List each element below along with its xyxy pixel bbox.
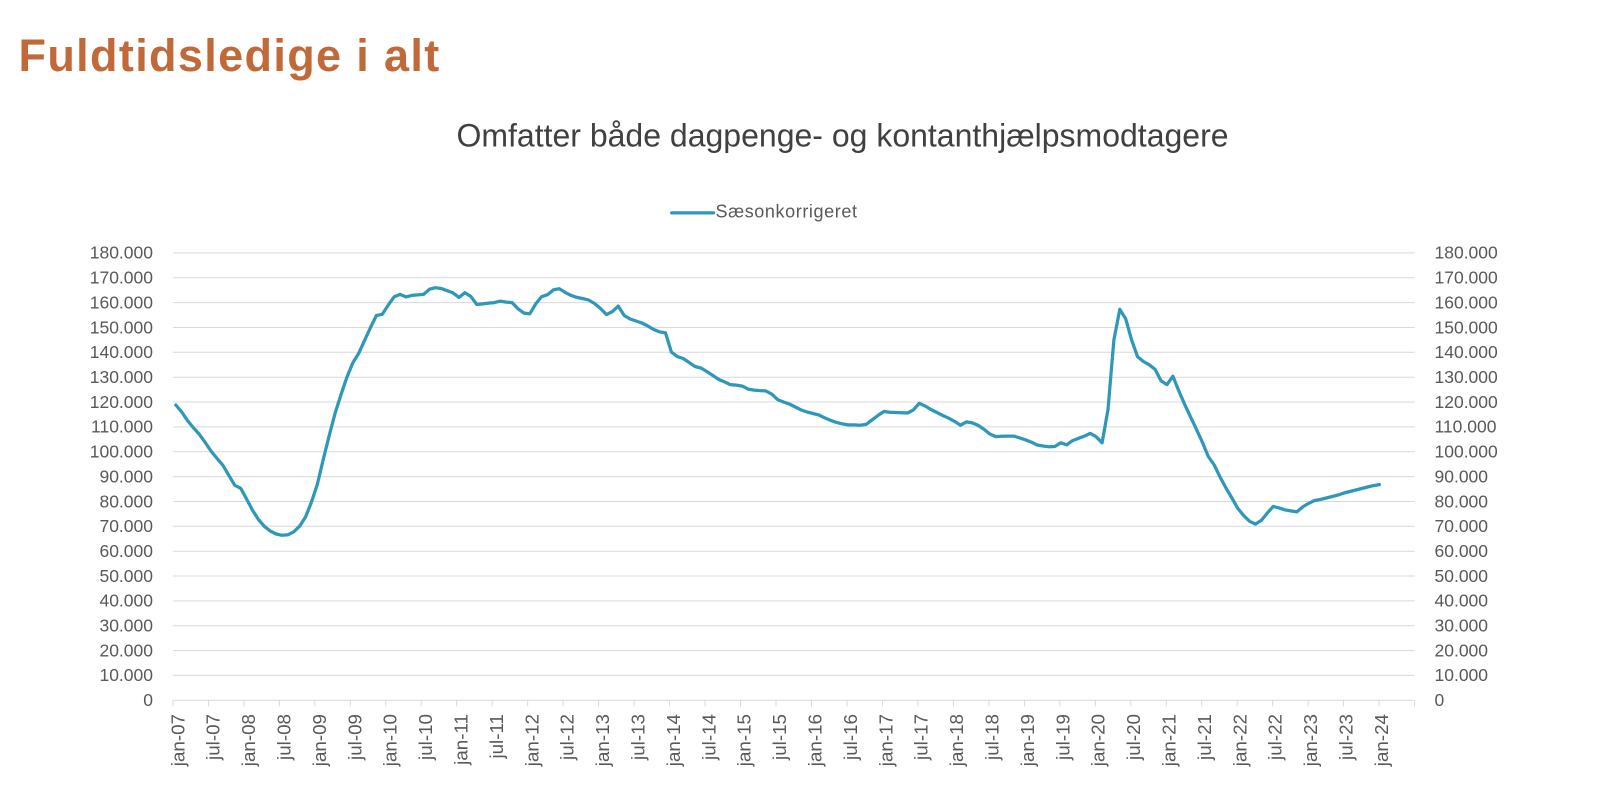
svg-text:jul-20: jul-20 <box>1123 714 1144 761</box>
svg-text:jan-22: jan-22 <box>1229 714 1250 767</box>
svg-text:jul-23: jul-23 <box>1336 714 1357 761</box>
svg-text:jan-17: jan-17 <box>875 714 896 767</box>
svg-text:160.000: 160.000 <box>1435 292 1499 312</box>
svg-text:jul-18: jul-18 <box>982 714 1003 761</box>
svg-text:jan-21: jan-21 <box>1159 714 1180 767</box>
svg-text:jan-10: jan-10 <box>380 714 401 767</box>
svg-text:jul-07: jul-07 <box>203 714 224 761</box>
svg-text:130.000: 130.000 <box>90 367 154 387</box>
svg-text:120.000: 120.000 <box>90 392 154 412</box>
svg-text:140.000: 140.000 <box>1435 342 1499 362</box>
svg-text:0: 0 <box>143 690 153 710</box>
svg-text:jan-11: jan-11 <box>451 714 472 766</box>
svg-text:50.000: 50.000 <box>99 566 153 586</box>
svg-text:150.000: 150.000 <box>90 317 154 337</box>
svg-text:jul-10: jul-10 <box>415 714 436 761</box>
svg-text:jul-15: jul-15 <box>769 714 790 761</box>
svg-text:jan-08: jan-08 <box>238 714 259 767</box>
svg-text:jul-08: jul-08 <box>274 714 295 761</box>
svg-text:130.000: 130.000 <box>1435 367 1499 387</box>
svg-text:110.000: 110.000 <box>91 417 153 437</box>
svg-text:70.000: 70.000 <box>99 516 153 536</box>
svg-text:60.000: 60.000 <box>1435 541 1489 561</box>
svg-text:140.000: 140.000 <box>90 342 154 362</box>
svg-text:jul-14: jul-14 <box>698 714 719 761</box>
svg-text:20.000: 20.000 <box>1435 640 1489 660</box>
svg-text:120.000: 120.000 <box>1435 392 1499 412</box>
svg-text:jan-15: jan-15 <box>734 714 755 767</box>
svg-text:10.000: 10.000 <box>1435 665 1489 685</box>
svg-text:jan-13: jan-13 <box>592 714 613 767</box>
svg-text:jan-24: jan-24 <box>1371 714 1392 767</box>
svg-text:180.000: 180.000 <box>1435 243 1499 263</box>
svg-text:70.000: 70.000 <box>1435 516 1489 536</box>
svg-text:jan-16: jan-16 <box>805 714 826 767</box>
svg-text:jan-20: jan-20 <box>1088 714 1109 767</box>
svg-text:80.000: 80.000 <box>99 491 153 511</box>
svg-text:40.000: 40.000 <box>1435 591 1489 611</box>
svg-text:Omfatter både dagpenge- og kon: Omfatter både dagpenge- og kontanthjælps… <box>456 118 1228 154</box>
svg-text:jul-09: jul-09 <box>344 714 365 761</box>
svg-text:50.000: 50.000 <box>1435 566 1489 586</box>
svg-text:jan-07: jan-07 <box>167 714 188 767</box>
svg-text:Sæsonkorrigeret: Sæsonkorrigeret <box>716 201 858 221</box>
svg-text:160.000: 160.000 <box>90 292 154 312</box>
svg-text:80.000: 80.000 <box>1435 491 1489 511</box>
svg-text:jul-16: jul-16 <box>840 714 861 761</box>
svg-text:jul-19: jul-19 <box>1052 714 1073 761</box>
svg-text:jan-14: jan-14 <box>663 714 684 767</box>
svg-text:jul-21: jul-21 <box>1194 714 1215 761</box>
svg-text:90.000: 90.000 <box>99 466 153 486</box>
svg-text:110.000: 110.000 <box>1435 417 1497 437</box>
svg-text:10.000: 10.000 <box>99 665 153 685</box>
svg-text:jul-22: jul-22 <box>1265 714 1286 761</box>
svg-text:jul-12: jul-12 <box>557 714 578 761</box>
svg-text:jan-18: jan-18 <box>946 714 967 767</box>
svg-text:jul-11: jul-11 <box>486 714 507 760</box>
svg-text:jan-19: jan-19 <box>1017 714 1038 767</box>
svg-text:jul-17: jul-17 <box>911 714 932 761</box>
svg-text:100.000: 100.000 <box>1435 442 1499 462</box>
svg-text:100.000: 100.000 <box>90 442 154 462</box>
svg-text:60.000: 60.000 <box>99 541 153 561</box>
svg-text:30.000: 30.000 <box>1435 616 1489 636</box>
svg-text:jan-12: jan-12 <box>521 714 542 767</box>
svg-text:150.000: 150.000 <box>1435 317 1499 337</box>
svg-text:jan-09: jan-09 <box>309 714 330 767</box>
svg-text:180.000: 180.000 <box>90 243 154 263</box>
svg-text:170.000: 170.000 <box>90 268 154 288</box>
svg-text:Fuldtidsledige i alt: Fuldtidsledige i alt <box>19 30 441 81</box>
svg-text:30.000: 30.000 <box>99 616 153 636</box>
svg-text:40.000: 40.000 <box>99 591 153 611</box>
svg-text:jul-13: jul-13 <box>628 714 649 761</box>
svg-text:jan-23: jan-23 <box>1300 714 1321 767</box>
svg-text:0: 0 <box>1435 690 1445 710</box>
svg-text:20.000: 20.000 <box>99 640 153 660</box>
svg-text:90.000: 90.000 <box>1435 466 1489 486</box>
svg-text:170.000: 170.000 <box>1435 268 1499 288</box>
